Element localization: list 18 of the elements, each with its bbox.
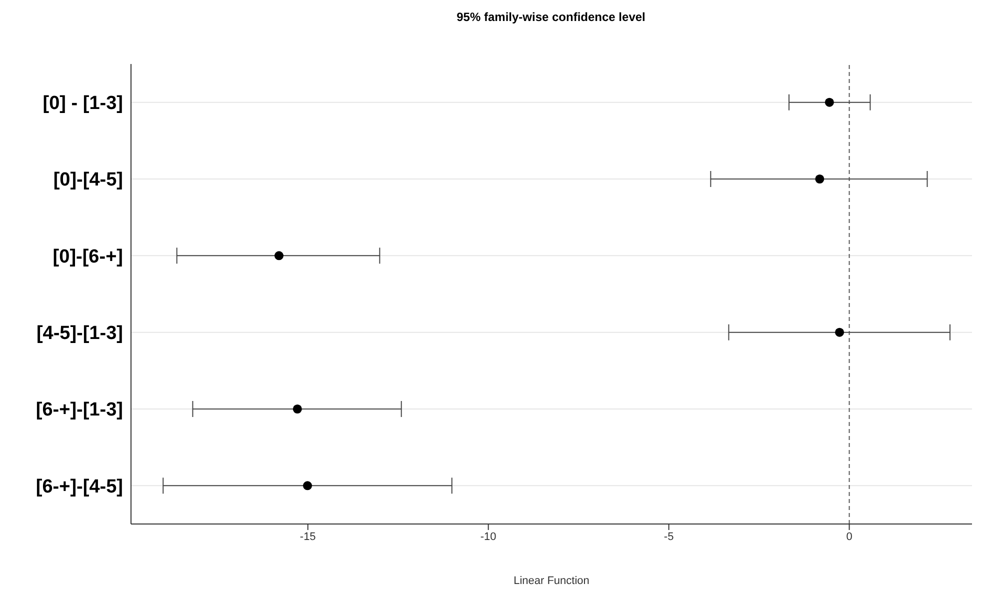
point [302,481,312,490]
y-tick-label: [0]-[6-+] [52,246,123,268]
y-tick-label: [0] - [1-3] [42,93,123,114]
point [292,404,302,414]
point [835,328,844,337]
x-tick-label: -15 [300,530,316,543]
point [824,98,834,107]
y-tick-label: [0]-[4-5] [53,170,123,191]
y-tick-label: [6-+]-[4-5] [36,476,123,498]
y-tick-label: [6-+]-[1-3] [36,400,123,421]
x-tick-label: -5 [664,530,674,543]
x-tick-label: 0 [846,530,852,543]
chart-title: 95% family-wise confidence level [456,9,646,26]
x-tick-label: -10 [480,530,496,543]
y-tick-label: [4-5]-[1-3] [36,323,123,344]
point [274,251,284,260]
point [815,174,824,184]
x-axis-title: Linear Function [514,575,590,587]
